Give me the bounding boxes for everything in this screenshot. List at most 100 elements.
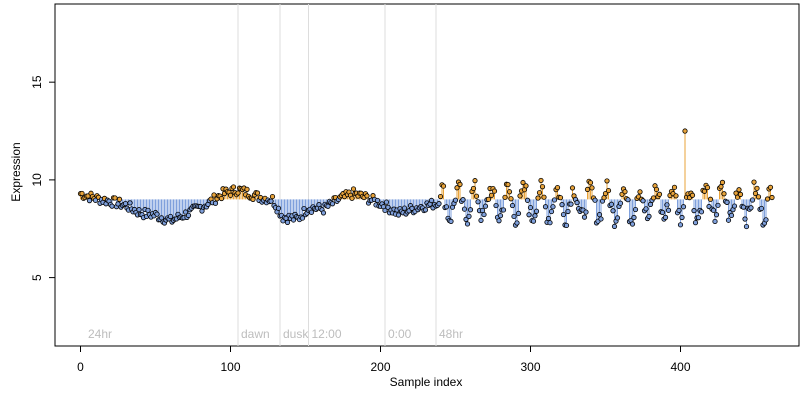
data-point: [497, 213, 504, 219]
x-axis: 0 100 200 300 400: [77, 346, 691, 374]
phase-label: 0:00: [388, 327, 412, 341]
data-point: [211, 192, 217, 198]
data-point: [470, 185, 477, 192]
data-point: [640, 198, 646, 204]
data-point: [581, 214, 588, 220]
data-point: [763, 217, 769, 223]
data-points: [77, 128, 775, 230]
data-point: [682, 128, 688, 134]
phase-labels: 24hr dawn dusk 12:00 0:00 48hr: [88, 327, 463, 341]
data-point: [268, 198, 274, 204]
data-point: [737, 191, 744, 197]
data-point: [589, 185, 595, 191]
data-point: [511, 213, 517, 220]
data-point: [536, 190, 543, 196]
data-point: [524, 197, 531, 203]
data-point: [539, 184, 546, 190]
data-point: [478, 217, 484, 224]
data-point: [728, 212, 735, 218]
data-point: [671, 184, 678, 190]
data-point: [491, 188, 498, 194]
data-point: [559, 202, 565, 208]
data-point: [563, 222, 570, 229]
data-point: [382, 207, 388, 214]
data-point: [401, 205, 408, 211]
x-tick-label: 200: [370, 360, 390, 374]
data-point: [299, 215, 306, 221]
data-point: [755, 194, 762, 200]
x-tick-label: 0: [77, 360, 84, 374]
data-point: [466, 213, 472, 219]
x-tick-label: 100: [220, 360, 240, 374]
data-point: [596, 212, 603, 218]
phase-label: 12:00: [312, 327, 342, 341]
y-tick-label: 5: [30, 274, 44, 281]
y-axis-label: Expression: [9, 142, 23, 201]
data-point: [665, 207, 672, 213]
data-point: [751, 179, 757, 185]
data-point: [218, 195, 225, 202]
data-point: [454, 185, 460, 191]
data-point: [443, 204, 450, 210]
x-axis-label: Sample index: [390, 375, 463, 389]
phase-label: 24hr: [88, 327, 112, 341]
data-point: [710, 207, 717, 213]
data-point: [428, 197, 435, 204]
data-point: [542, 204, 549, 210]
data-point: [718, 184, 724, 190]
data-point: [329, 201, 336, 207]
data-point: [724, 199, 730, 205]
phase-label: 48hr: [439, 327, 463, 341]
data-point: [547, 220, 553, 226]
phase-label: dusk: [283, 327, 309, 341]
data-point: [646, 213, 652, 219]
data-point: [532, 213, 538, 219]
data-point: [701, 188, 708, 194]
data-point: [383, 199, 390, 205]
data-point: [145, 207, 151, 213]
data-point: [629, 221, 636, 227]
x-tick-label: 300: [520, 360, 540, 374]
data-point: [374, 197, 381, 204]
data-point: [269, 193, 276, 200]
data-point: [719, 179, 726, 185]
data-point: [764, 196, 771, 202]
data-point: [230, 184, 237, 190]
data-point: [769, 194, 775, 201]
data-point: [608, 201, 615, 207]
data-point: [136, 207, 142, 213]
data-point: [604, 178, 610, 184]
data-point: [452, 197, 459, 203]
data-point: [506, 189, 513, 195]
data-point: [679, 214, 685, 221]
data-point: [736, 187, 742, 193]
plot-frame: [54, 3, 800, 347]
data-point: [320, 210, 327, 216]
data-point: [535, 195, 541, 201]
data-point: [574, 200, 580, 206]
data-point: [713, 212, 720, 218]
data-point: [461, 206, 468, 212]
data-point: [526, 212, 532, 218]
data-point: [749, 197, 756, 203]
data-point: [527, 204, 534, 211]
data-point: [601, 195, 607, 201]
data-point: [610, 208, 616, 214]
data-point: [115, 201, 121, 207]
data-point: [752, 190, 759, 197]
data-point: [743, 223, 750, 230]
data-point: [244, 186, 250, 192]
data-point: [464, 221, 471, 227]
data-point: [605, 187, 612, 194]
data-point: [707, 196, 714, 202]
data-point: [602, 190, 609, 197]
data-point: [290, 217, 297, 223]
data-point: [364, 193, 370, 199]
data-point: [475, 199, 481, 205]
data-point: [457, 181, 463, 187]
data-point: [550, 204, 556, 210]
data-point: [284, 219, 291, 226]
data-point: [116, 196, 123, 202]
data-point: [731, 203, 738, 209]
data-point: [584, 186, 591, 193]
